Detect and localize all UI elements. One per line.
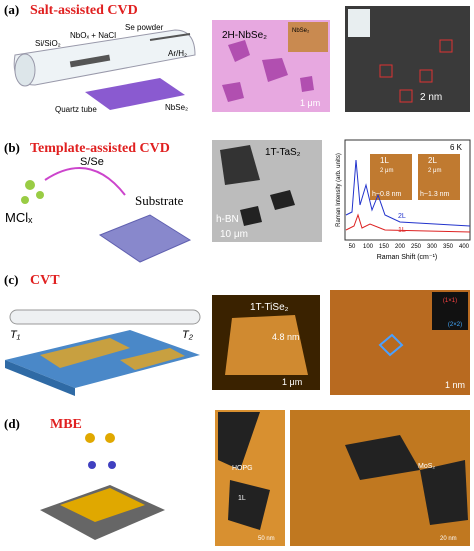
scale-label: 10 μm (220, 229, 248, 240)
annotation: NbSe₂ (165, 103, 188, 112)
scale-label: 50 nm (258, 536, 275, 542)
inset-label: (1×1) (443, 298, 457, 304)
image-label: 1T-TiSe₂ (250, 302, 289, 313)
annotation: T₁ (10, 329, 21, 341)
y-axis-label: Raman Intensity (arb. units) (336, 153, 342, 227)
legend-label: 2L (398, 213, 406, 220)
x-tick-label: 200 (395, 244, 406, 250)
annotation: S/Se (80, 156, 104, 168)
scale-label: 1 nm (445, 380, 465, 390)
panel-label: (d) (4, 416, 20, 431)
scale-label: 1 μm (282, 377, 302, 387)
x-tick-label: 150 (379, 244, 390, 250)
annotation: Quartz tube (55, 105, 97, 114)
stm-image (290, 410, 470, 546)
x-ticks: 50 100 150 200 250 300 350 400 (349, 244, 470, 250)
panel-title: Salt-assisted CVD (30, 3, 138, 18)
annotation: 4.8 nm (272, 332, 300, 342)
panel-label: (a) (4, 2, 19, 17)
x-axis-label: Raman Shift (cm⁻¹) (377, 254, 437, 261)
x-tick-label: 100 (363, 244, 374, 250)
scale-label: 1 μm (300, 98, 320, 108)
optical-image (212, 20, 330, 112)
raman-plot (344, 139, 471, 241)
image-label: HOPG (232, 465, 253, 472)
annotation: Se powder (125, 23, 164, 32)
x-tick-label: 50 (349, 244, 356, 250)
legend-label: 1L (398, 227, 406, 234)
scale-label: 2 μm (380, 168, 393, 174)
inset-label: (2×2) (448, 322, 462, 328)
optical-image (212, 140, 322, 242)
inset-label: NbSe₂ (292, 28, 310, 34)
image-label: MoS₂ (418, 463, 435, 470)
panel-label: (c) (4, 272, 18, 287)
image-label: h-BN (216, 214, 239, 225)
inset-label: 1L (380, 156, 389, 165)
cvt-illustration (5, 309, 201, 396)
annotation: Si/SiO₂ (35, 39, 61, 48)
x-tick-label: 350 (443, 244, 454, 250)
inset-label: h~1.3 nm (420, 191, 450, 198)
scale-label: 2 μm (428, 168, 441, 174)
stm-image (215, 410, 285, 546)
x-tick-label: 300 (427, 244, 438, 250)
scale-label: 20 nm (440, 536, 457, 542)
panel-title: CVT (30, 273, 60, 288)
annotation: NbOₓ + NaCl (70, 31, 116, 40)
panel-label: (b) (4, 140, 20, 155)
template-illustration (21, 167, 192, 263)
mbe-illustration (40, 433, 165, 540)
annotation: T₂ (182, 329, 194, 341)
annotation: 6 K (450, 143, 463, 152)
annotation: Substrate (135, 193, 184, 208)
x-tick-label: 400 (459, 244, 470, 250)
image-label: 1T-TaS₂ (265, 147, 301, 158)
x-tick-label: 250 (411, 244, 422, 250)
annotation: MClₓ (5, 210, 33, 225)
panel-title: Template-assisted CVD (30, 141, 170, 156)
panel-title: MBE (50, 417, 82, 432)
image-label: 1L (238, 495, 246, 502)
image-label: 2H-NbSe₂ (222, 30, 267, 41)
scale-label: 2 nm (420, 92, 442, 103)
inset-label: 2L (428, 156, 437, 165)
stm-image (330, 290, 470, 395)
annotation: Ar/H₂ (168, 49, 187, 58)
tube-illustration (13, 29, 196, 110)
afm-image (212, 295, 320, 390)
stm-image (345, 6, 470, 112)
inset-label: h~0.8 nm (372, 191, 402, 198)
